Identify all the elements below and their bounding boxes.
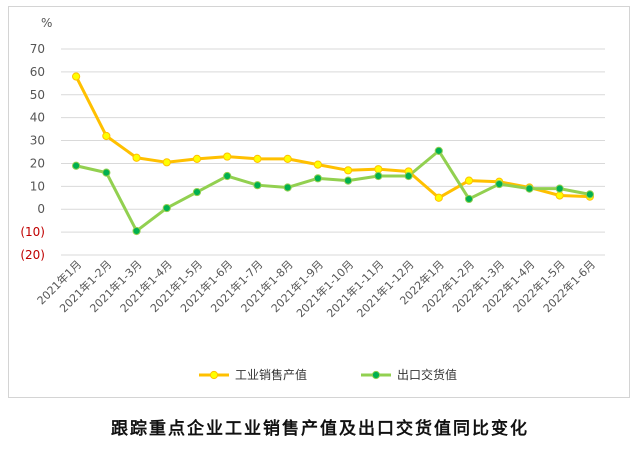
y-tick-label: 10 <box>30 179 45 193</box>
data-point <box>223 152 232 161</box>
x-tick-label: 2022年1-6月 <box>540 257 598 315</box>
y-tick-label: 20 <box>30 156 45 170</box>
data-point <box>253 181 262 190</box>
y-tick-label: 0 <box>37 202 45 216</box>
data-point <box>525 184 534 193</box>
series-line-1 <box>74 75 590 200</box>
x-tick-label: 2021年1-3月 <box>87 257 145 315</box>
x-tick-label: 2022年1-3月 <box>449 257 507 315</box>
data-point <box>434 146 443 155</box>
data-point <box>102 168 111 177</box>
y-tick-label: (20) <box>20 248 45 262</box>
data-point <box>344 166 353 175</box>
data-point <box>162 203 171 213</box>
chart-caption: 跟踪重点企业工业销售产值及出口交货值同比变化 <box>111 419 529 439</box>
series-group <box>72 72 594 236</box>
legend-label: 工业销售产值 <box>235 367 307 382</box>
data-point <box>283 183 292 192</box>
legend-swatch-marker <box>371 370 381 380</box>
data-point <box>374 171 383 181</box>
y-tick-label: 50 <box>30 88 45 102</box>
x-axis-ticks: 2021年1月2021年1-2月2021年1-3月2021年1-4月2021年1… <box>34 257 598 320</box>
data-point <box>585 190 594 199</box>
data-point <box>313 160 322 169</box>
data-point <box>374 165 383 174</box>
y-axis-unit: % <box>41 16 52 30</box>
y-tick-label: 60 <box>30 65 45 79</box>
legend-label: 出口交货值 <box>397 367 457 382</box>
legend-item-1: 工业销售产值 <box>199 367 307 382</box>
data-point <box>555 191 564 200</box>
legend-item-2: 出口交货值 <box>361 367 457 382</box>
y-tick-label: 30 <box>30 134 45 148</box>
x-tick-label: 2021年1-2月 <box>56 257 114 315</box>
data-point <box>404 171 413 181</box>
data-point <box>313 174 322 183</box>
data-point <box>102 131 111 141</box>
data-point <box>72 161 81 170</box>
data-point <box>223 171 232 181</box>
data-point <box>132 153 141 162</box>
data-point <box>464 176 474 185</box>
data-point <box>192 187 202 197</box>
gridlines <box>61 48 605 256</box>
data-point <box>555 184 564 193</box>
x-tick-label: 2021年1-5月 <box>147 257 205 315</box>
line-chart: 70 60 50 40 30 20 10 0 (10) (20) 2021年1月2021年1-2月… <box>20 16 605 382</box>
data-point <box>344 176 353 185</box>
chart-frame: 70 60 50 40 30 20 10 0 (10) (20) 2021年1月 2021年1-2月… <box>8 6 630 398</box>
y-tick-label: 70 <box>30 42 45 56</box>
x-tick-label: 2022年1-2月 <box>419 257 477 315</box>
data-point <box>192 154 202 163</box>
x-tick-label: 2022年1-4月 <box>480 257 538 315</box>
x-tick-label: 2021年1-6月 <box>177 257 235 315</box>
y-tick-label: (10) <box>20 225 45 239</box>
data-point <box>495 179 504 189</box>
x-tick-label: 2021年1-7月 <box>208 257 266 315</box>
legend-swatch-marker <box>209 370 219 380</box>
y-axis-ticks: 70 60 50 40 30 20 10 0 (10) (20) <box>20 42 45 262</box>
series-line-2 <box>75 149 591 233</box>
legend: 工业销售产值 出口交货值 <box>199 367 457 382</box>
data-point <box>434 193 443 202</box>
data-point <box>464 194 474 204</box>
x-tick-label: 2022年1-5月 <box>510 257 568 315</box>
data-point <box>132 226 141 236</box>
data-point <box>162 158 171 167</box>
x-tick-label: 2021年1-9月 <box>268 257 326 315</box>
data-point <box>72 72 81 81</box>
y-tick-label: 40 <box>30 111 45 125</box>
x-tick-label: 2021年1-4月 <box>117 257 175 315</box>
data-point <box>253 154 262 163</box>
data-point <box>283 154 292 163</box>
x-tick-label: 2021年1-8月 <box>238 257 296 315</box>
